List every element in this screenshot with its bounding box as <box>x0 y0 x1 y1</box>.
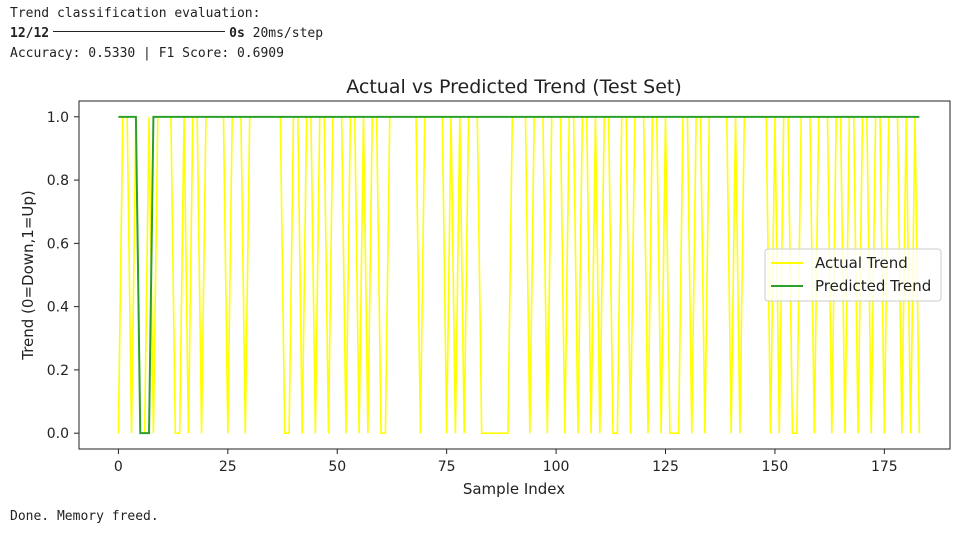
chart-legend: Actual Trend Predicted Trend <box>764 248 942 302</box>
progress-rate: 20ms/step <box>252 26 324 41</box>
y-tick-label: 0.2 <box>47 363 69 379</box>
y-tick-label: 0.8 <box>47 173 69 189</box>
legend-label-predicted: Predicted Trend <box>815 277 931 295</box>
console-done-line: Done. Memory freed. <box>10 509 159 524</box>
y-tick-label: 0.4 <box>47 300 69 316</box>
x-tick-label: 150 <box>762 459 789 475</box>
x-tick-label: 125 <box>652 459 679 475</box>
x-tick-label: 175 <box>871 459 898 475</box>
progress-bar <box>53 31 226 32</box>
x-tick-label: 50 <box>328 459 346 475</box>
chart-title: Actual vs Predicted Trend (Test Set) <box>346 76 682 98</box>
progress-count: 12/12 <box>10 26 50 41</box>
x-tick-label: 100 <box>543 459 570 475</box>
x-axis-label: Sample Index <box>463 480 565 498</box>
console-line-header: Trend classification evaluation: <box>10 6 261 21</box>
progress-time: 0s <box>229 26 245 41</box>
y-tick-label: 0.0 <box>47 426 69 442</box>
legend-box <box>764 248 942 302</box>
console-metrics-line: Accuracy: 0.5330 | F1 Score: 0.6909 <box>10 46 284 61</box>
legend-label-actual: Actual Trend <box>815 254 908 272</box>
predicted-trend-line <box>118 115 920 435</box>
y-axis-label: Trend (0=Down,1=Up) <box>19 190 37 361</box>
console-progress-line: 12/12 0s 20ms/step <box>10 26 323 41</box>
x-tick-label: 0 <box>114 459 123 475</box>
x-tick-label: 75 <box>438 459 456 475</box>
y-tick-label: 0.6 <box>47 236 69 252</box>
y-tick-label: 1.0 <box>47 110 69 126</box>
x-tick-label: 25 <box>219 459 237 475</box>
